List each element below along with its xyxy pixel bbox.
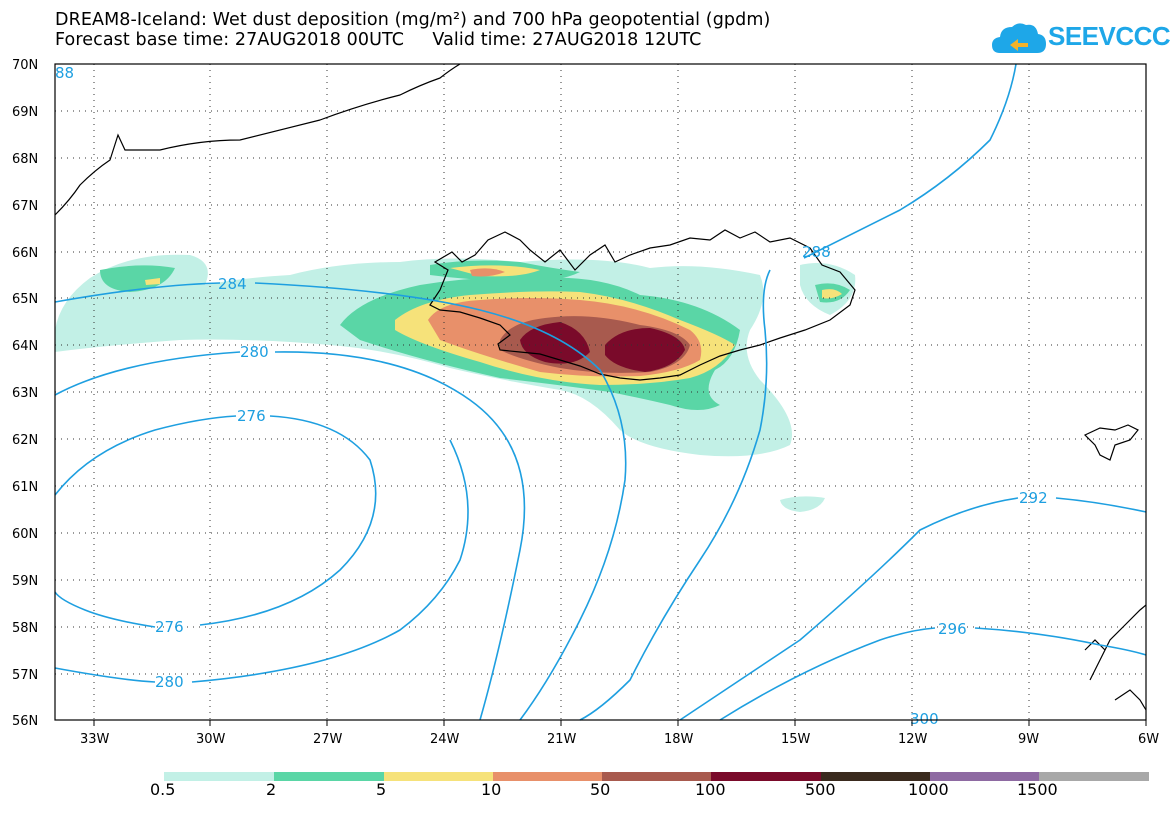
lon-label: 33W [80,732,110,747]
lat-label: 59N [12,574,38,589]
lat-label: 68N [12,152,38,167]
latitude-labels: 70N 69N 68N 67N 66N 65N 64N 63N 62N 61N … [12,58,38,729]
graticule [55,64,1146,720]
contour-label-276b: 276 [155,618,184,636]
contour-label-284: 284 [218,275,247,293]
contour-label-296: 296 [938,620,967,638]
lat-label: 57N [12,668,38,683]
legend-label: 2 [266,780,277,799]
legend-label: 500 [805,780,836,799]
contour-label-288: 288 [802,243,831,261]
contour-label-88: 88 [55,64,74,82]
geopotential-contours [54,63,1147,721]
legend-label: 50 [590,780,611,799]
legend-swatch [274,772,384,781]
logo-text: SEEVCCC [1048,21,1171,51]
axis-ticks [93,720,1147,726]
scotland-coast [1084,604,1147,711]
legend-bar [164,772,1149,781]
faroe-coast [1083,424,1139,461]
legend-label: 5 [376,780,387,799]
lon-label: 6W [1138,732,1159,747]
longitude-labels: 33W 30W 27W 24W 21W 18W 15W 12W 9W 6W [80,732,1159,747]
lat-label: 70N [12,58,38,73]
contour-label-280a: 280 [240,343,269,361]
contour-labels: 284 280 276 276 280 288 292 296 300 88 [55,64,1048,728]
legend-swatch [493,772,602,781]
dust-deposition-field [55,254,856,512]
lon-label: 21W [547,732,577,747]
lat-label: 65N [12,292,38,307]
legend-swatch [711,772,821,781]
legend-label: 1500 [1017,780,1058,799]
lat-label: 69N [12,105,38,120]
lat-label: 64N [12,339,38,354]
lon-label: 15W [781,732,811,747]
legend-label: 100 [695,780,726,799]
lat-label: 67N [12,199,38,214]
legend-swatch [164,772,274,781]
legend-label: 1000 [908,780,949,799]
legend-swatch [821,772,930,781]
lon-label: 9W [1018,732,1039,747]
forecast-times: Forecast base time: 27AUG2018 00UTC Vali… [55,30,702,50]
map-title: DREAM8-Iceland: Wet dust deposition (mg/… [55,10,771,30]
iceland-coast [429,229,856,381]
map-frame [54,63,1147,721]
lon-label: 18W [664,732,694,747]
contour-label-292: 292 [1019,489,1048,507]
lat-label: 60N [12,527,38,542]
lon-label: 12W [898,732,928,747]
lon-label: 24W [430,732,460,747]
legend-label: 0.5 [150,780,176,799]
contour-label-276a: 276 [237,407,266,425]
lat-label: 58N [12,621,38,636]
legend-swatch [930,772,1039,781]
legend-label: 10 [481,780,502,799]
legend-swatch [602,772,711,781]
legend-swatch [1039,772,1149,781]
lat-label: 63N [12,386,38,401]
lat-label: 62N [12,433,38,448]
lon-label: 30W [196,732,226,747]
lat-label: 61N [12,480,38,495]
cloud-logo-icon [992,23,1046,53]
contour-label-300: 300 [910,710,939,728]
legend-swatch [384,772,493,781]
lat-label: 66N [12,246,38,261]
coastlines [54,63,1147,711]
lat-label: 56N [12,714,38,729]
greenland-coast [54,63,461,216]
contour-label-280b: 280 [155,673,184,691]
lon-label: 27W [313,732,343,747]
